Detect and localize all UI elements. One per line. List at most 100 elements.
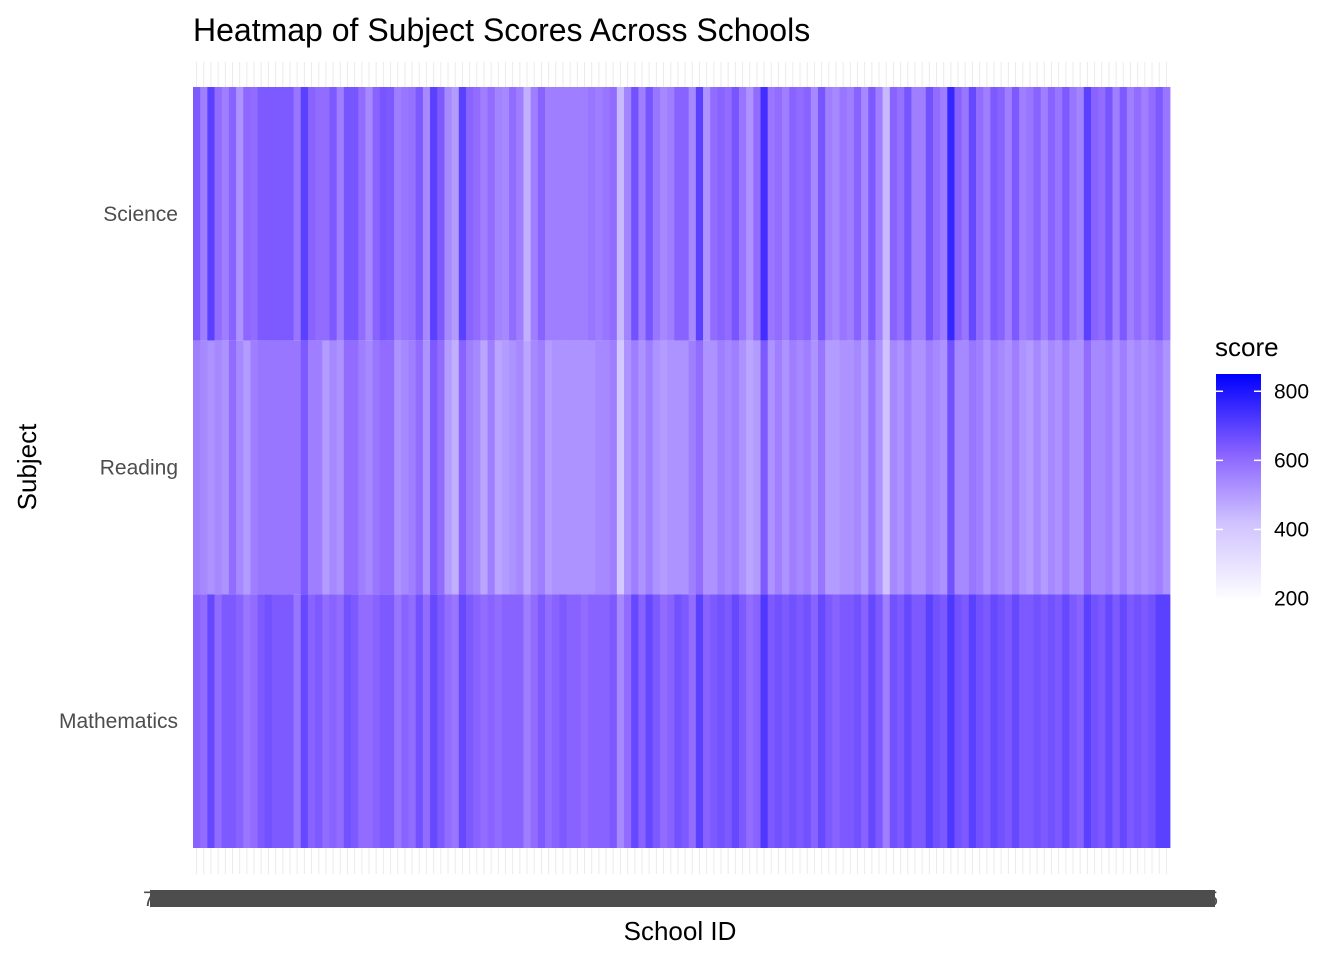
heatmap-tile bbox=[882, 340, 891, 595]
heatmap-tile bbox=[710, 340, 718, 595]
heatmap-tile bbox=[954, 594, 963, 848]
legend-tick-label: 200 bbox=[1274, 588, 1309, 611]
heatmap-tile bbox=[932, 594, 941, 848]
heatmap-tile bbox=[566, 87, 575, 341]
heatmap-tile bbox=[595, 87, 603, 341]
heatmap-tile bbox=[243, 594, 251, 848]
heatmap-tile bbox=[365, 594, 373, 848]
heatmap-tile bbox=[465, 340, 474, 595]
heatmap-tile bbox=[1040, 340, 1049, 595]
heatmap-tile bbox=[940, 340, 948, 595]
heatmap-tile bbox=[473, 87, 481, 341]
heatmap-tile bbox=[221, 594, 230, 848]
heatmap-tile bbox=[1126, 594, 1135, 848]
heatmap-tile bbox=[631, 594, 639, 848]
heatmap-tile bbox=[638, 87, 646, 341]
heatmap-tile bbox=[286, 87, 294, 341]
heatmap-tile bbox=[408, 594, 417, 848]
heatmap-tile bbox=[645, 340, 654, 595]
heatmap-tile bbox=[580, 594, 589, 848]
heatmap-tile bbox=[659, 340, 668, 595]
heatmap-tile bbox=[279, 340, 287, 595]
heatmap-tile bbox=[1098, 87, 1106, 341]
heatmap-tile bbox=[516, 594, 524, 848]
heatmap-tile bbox=[300, 87, 309, 341]
heatmap-tile bbox=[616, 594, 625, 848]
heatmap-tile bbox=[293, 340, 302, 595]
heatmap-tile bbox=[825, 87, 833, 341]
heatmap-tile bbox=[1148, 340, 1157, 595]
x-tick-label-overlap bbox=[150, 890, 1215, 907]
heatmap-tile bbox=[250, 87, 259, 341]
heatmap-tile bbox=[688, 594, 697, 848]
heatmap-tile bbox=[580, 87, 589, 341]
heatmap-tile bbox=[947, 87, 955, 341]
heatmap-tile bbox=[796, 340, 805, 595]
heatmap-tile bbox=[200, 594, 208, 848]
heatmap-tile bbox=[257, 87, 266, 341]
heatmap-tile bbox=[465, 594, 474, 848]
heatmap-tile bbox=[703, 340, 711, 595]
heatmap-tile bbox=[717, 87, 726, 341]
heatmap-tile bbox=[638, 340, 646, 595]
heatmap-tile bbox=[1076, 87, 1085, 341]
heatmap-tile bbox=[990, 340, 998, 595]
heatmap-tile bbox=[1119, 340, 1128, 595]
heatmap-tile bbox=[1162, 87, 1171, 341]
heatmap-tile bbox=[724, 87, 733, 341]
legend-tick-label: 600 bbox=[1274, 449, 1309, 472]
x-tick-label-first: 7 bbox=[143, 888, 155, 911]
heatmap-tile bbox=[753, 594, 761, 848]
heatmap-tile bbox=[552, 594, 560, 848]
heatmap-tile bbox=[760, 594, 769, 848]
heatmap-tile bbox=[731, 340, 740, 595]
heatmap-tile bbox=[897, 87, 905, 341]
heatmap-tile bbox=[473, 594, 481, 848]
heatmap-tile bbox=[365, 340, 373, 595]
heatmap-tile bbox=[1083, 87, 1092, 341]
heatmap-tile bbox=[1141, 87, 1149, 341]
heatmap-tile bbox=[545, 594, 553, 848]
heatmap-tile bbox=[803, 87, 812, 341]
heatmap-tile bbox=[415, 340, 424, 595]
heatmap-tile bbox=[200, 87, 208, 341]
heatmap-tile bbox=[961, 340, 970, 595]
heatmap-tile bbox=[487, 340, 496, 595]
heatmap-tile bbox=[1011, 340, 1020, 595]
heatmap-tile bbox=[925, 594, 934, 848]
heatmap-tile bbox=[925, 340, 934, 595]
heatmap-tile bbox=[444, 594, 453, 848]
heatmap-tile bbox=[480, 340, 488, 595]
heatmap-tile bbox=[674, 594, 682, 848]
heatmap-tile bbox=[307, 340, 316, 595]
heatmap-tile bbox=[667, 87, 675, 341]
heatmap-tile bbox=[1019, 340, 1027, 595]
heatmap-tile bbox=[846, 594, 855, 848]
heatmap-tile bbox=[193, 340, 201, 595]
heatmap-tile bbox=[343, 87, 352, 341]
heatmap-tiles bbox=[193, 87, 1171, 848]
heatmap-tile bbox=[1083, 594, 1092, 848]
legend-title: score bbox=[1215, 332, 1279, 362]
heatmap-tile bbox=[193, 87, 201, 341]
heatmap-tile bbox=[573, 87, 582, 341]
heatmap-tile bbox=[1062, 87, 1070, 341]
heatmap-tile bbox=[746, 594, 754, 848]
heatmap-tile bbox=[1090, 594, 1099, 848]
heatmap-tile bbox=[351, 594, 359, 848]
heatmap-tile bbox=[667, 340, 675, 595]
heatmap-tile bbox=[1019, 594, 1027, 848]
heatmap-tile bbox=[1047, 87, 1056, 341]
heatmap-tile bbox=[559, 594, 567, 848]
heatmap-tile bbox=[1004, 87, 1013, 341]
heatmap-tile bbox=[501, 594, 510, 848]
heatmap-tile bbox=[221, 340, 230, 595]
heatmap-tile bbox=[372, 594, 381, 848]
heatmap-tile bbox=[810, 340, 819, 595]
heatmap-tile bbox=[293, 87, 302, 341]
y-tick-label: Science bbox=[103, 203, 178, 226]
heatmap-tile bbox=[710, 87, 718, 341]
heatmap-tile bbox=[408, 340, 417, 595]
heatmap-tile bbox=[753, 87, 761, 341]
heatmap-tile bbox=[817, 87, 826, 341]
